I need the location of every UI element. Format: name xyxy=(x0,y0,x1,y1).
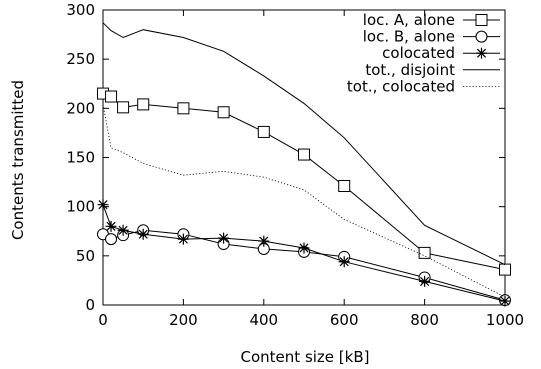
data-point-series-3 xyxy=(117,224,129,236)
x-tick-label: 0 xyxy=(98,311,108,329)
series-line-2 xyxy=(102,229,506,301)
data-point-series-3 xyxy=(338,256,350,268)
y-tick-label: 200 xyxy=(66,99,95,117)
data-point-series-2 xyxy=(105,233,118,246)
x-tick-label: 400 xyxy=(249,311,278,329)
data-point-series-1 xyxy=(137,98,150,111)
data-point-series-1 xyxy=(105,90,118,103)
data-point-series-1 xyxy=(499,263,511,276)
legend-marker xyxy=(475,14,488,26)
x-tick-label: 1000 xyxy=(486,311,524,329)
data-point-series-3 xyxy=(419,275,431,287)
y-tick-label: 0 xyxy=(85,296,95,314)
x-tick-label: 600 xyxy=(330,311,359,329)
y-tick-label: 250 xyxy=(66,50,95,68)
data-point-series-1 xyxy=(117,101,130,114)
data-point-series-3 xyxy=(105,220,117,232)
y-axis-title: Contents transmitted xyxy=(9,80,27,240)
legend-label: tot., disjoint xyxy=(365,61,455,79)
legend-label: loc. A, alone xyxy=(363,11,455,29)
data-point-series-3 xyxy=(177,233,189,245)
x-axis-title: Content size [kB] xyxy=(241,348,370,366)
x-tick-label: 800 xyxy=(410,311,439,329)
data-point-series-3 xyxy=(137,228,149,240)
legend-label: loc. B, alone xyxy=(363,28,455,46)
data-point-series-3 xyxy=(499,295,511,307)
data-point-series-3 xyxy=(218,232,230,244)
data-point-series-1 xyxy=(177,102,190,115)
data-point-series-1 xyxy=(257,125,270,138)
legend-label: tot., colocated xyxy=(347,77,455,95)
x-tick-label: 200 xyxy=(169,311,198,329)
y-tick-label: 100 xyxy=(66,198,95,216)
data-point-series-1 xyxy=(298,148,310,161)
legend-marker xyxy=(475,30,488,43)
plot-area: 0 200 400 600 800 1000 0 50 100 150 200 250 300 loc. … xyxy=(66,1,524,329)
data-point-series-3 xyxy=(97,199,109,211)
y-tick-label: 150 xyxy=(66,149,95,167)
legend-label: colocated xyxy=(382,44,455,62)
legend-marker xyxy=(476,47,487,59)
y-tick-label: 300 xyxy=(66,1,95,19)
data-point-series-3 xyxy=(258,235,270,247)
data-point-series-1 xyxy=(217,106,230,119)
series-line-4 xyxy=(102,22,506,266)
data-point-series-1 xyxy=(418,246,431,259)
y-tick-label: 50 xyxy=(76,247,95,265)
series-line-5 xyxy=(102,104,506,298)
data-point-series-3 xyxy=(298,242,310,254)
data-point-series-1 xyxy=(338,180,351,193)
